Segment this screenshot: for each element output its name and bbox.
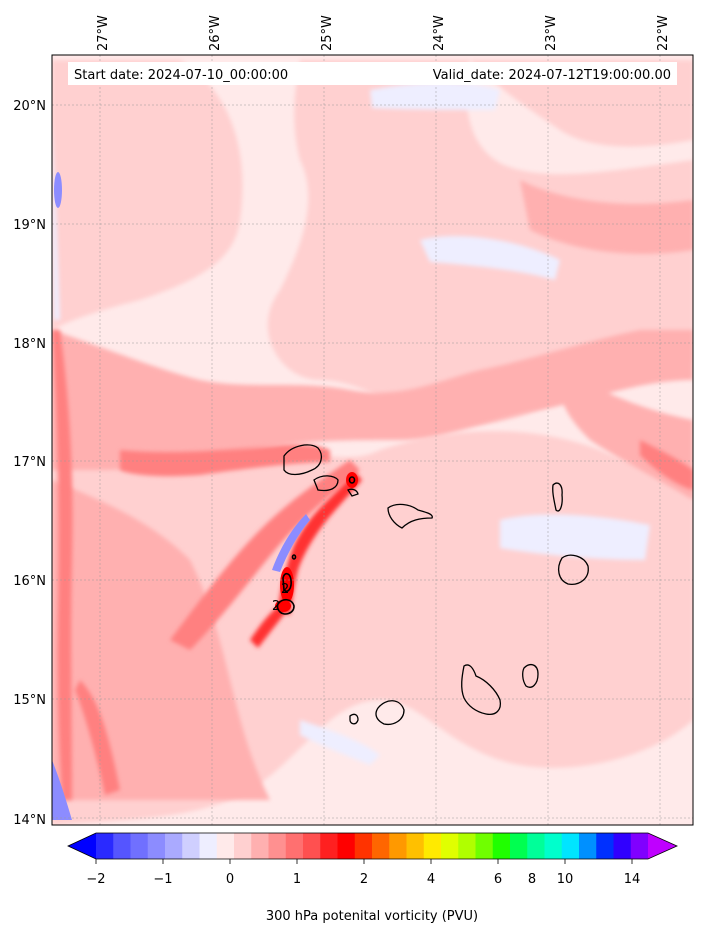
- colorbar-cell: [372, 833, 390, 859]
- lat-label: 19°N: [13, 218, 46, 233]
- pv-contour-2: [276, 476, 356, 615]
- lon-label: 24°W: [432, 15, 447, 51]
- colorbar-cell: [561, 833, 580, 859]
- island-santiago: [461, 664, 502, 716]
- colorbar-cell: [510, 833, 528, 859]
- colorbar-ticks: [95, 859, 633, 864]
- lon-label: 22°W: [656, 15, 671, 51]
- valid-date: Valid_date: 2024-07-12T19:00:00.00: [433, 68, 671, 83]
- graticule: [52, 55, 693, 825]
- colorbar-cell: [544, 833, 563, 859]
- contour-label: 2: [281, 582, 289, 597]
- cbar-tick-label: 14: [624, 872, 641, 887]
- colorbar-title: 300 hPa potenital vorticity (PVU): [266, 909, 478, 924]
- colorbar: −2 −1 0 1 2 4 6 8 10 14 300 hPa potenita…: [67, 832, 678, 924]
- pv-field-mid-red: [52, 330, 693, 800]
- lon-label: 27°W: [96, 15, 111, 51]
- longitude-labels: 27°W 26°W 25°W 24°W 23°W 22°W: [96, 15, 671, 51]
- start-date: Start date: 2024-07-10_00:00:00: [74, 68, 288, 83]
- colorbar-cell: [234, 833, 252, 859]
- colorbar-cell: [216, 833, 235, 859]
- island-maio: [522, 663, 539, 688]
- colorbar-cell: [303, 833, 321, 859]
- island-brava: [349, 713, 359, 725]
- colorbar-cell: [182, 833, 200, 859]
- island-santo-antao: [283, 444, 323, 476]
- coastlines: [283, 444, 589, 726]
- colorbar-cell: [113, 833, 131, 859]
- cbar-tick-label: 2: [360, 872, 368, 887]
- colorbar-cell: [199, 833, 218, 859]
- lat-label: 20°N: [13, 99, 46, 114]
- colorbar-cell: [458, 833, 476, 859]
- colorbar-cell: [423, 833, 442, 859]
- island-sao-vicente: [313, 475, 339, 492]
- colorbar-cell: [130, 833, 149, 859]
- lat-label: 18°N: [13, 337, 46, 352]
- lat-label: 14°N: [13, 813, 46, 828]
- cbar-tick-label: 8: [528, 872, 536, 887]
- cbar-tick-label: 6: [494, 872, 502, 887]
- cbar-tick-label: 1: [293, 872, 301, 887]
- header-box: [68, 62, 677, 85]
- lat-label: 16°N: [13, 574, 46, 589]
- contour-label-2: 2: [272, 599, 280, 614]
- colorbar-cell: [613, 833, 632, 859]
- colorbar-cell: [475, 833, 494, 859]
- colorbar-extend-min: [68, 833, 96, 859]
- cbar-tick-label: 4: [427, 872, 435, 887]
- colorbar-cell: [596, 833, 614, 859]
- lat-label: 17°N: [13, 455, 46, 470]
- colorbar-cell: [165, 833, 183, 859]
- colorbar-cell: [337, 833, 356, 859]
- cbar-tick-label: −1: [153, 872, 172, 887]
- cbar-tick-label: 0: [226, 872, 234, 887]
- colorbar-cell: [285, 833, 304, 859]
- colorbar-cell: [147, 833, 166, 859]
- lon-label: 26°W: [208, 15, 223, 51]
- colorbar-cell: [492, 833, 511, 859]
- colorbar-outline: [67, 832, 678, 860]
- colorbar-tick-labels: −2 −1 0 1 2 4 6 8 10 14: [86, 872, 640, 887]
- colorbar-cell: [389, 833, 407, 859]
- lon-label: 23°W: [544, 15, 559, 51]
- map-frame: [51, 54, 694, 826]
- colorbar-cell: [630, 833, 649, 859]
- colorbar-cell: [251, 833, 269, 859]
- lon-label: 25°W: [320, 15, 335, 51]
- colorbar-cells: [96, 833, 649, 859]
- colorbar-cell: [406, 833, 425, 859]
- pv-field-pale-blue: [52, 82, 650, 765]
- island-fogo: [375, 700, 405, 726]
- pv-field-blue: [52, 172, 310, 820]
- island-santa-luzia: [347, 488, 359, 497]
- lat-label: 15°N: [13, 693, 46, 708]
- island-sao-nicolau: [387, 503, 433, 529]
- colorbar-cell: [527, 833, 545, 859]
- colorbar-cell: [354, 833, 373, 859]
- latitude-labels: 20°N 19°N 18°N 17°N 16°N 15°N 14°N: [13, 99, 46, 828]
- colorbar-cell: [579, 833, 597, 859]
- colorbar-cell: [96, 833, 114, 859]
- cbar-tick-label: −2: [86, 872, 105, 887]
- cbar-tick-label: 10: [557, 872, 574, 887]
- island-boa-vista: [557, 554, 589, 585]
- colorbar-cell: [268, 833, 287, 859]
- colorbar-cell: [441, 833, 459, 859]
- colorbar-extend-max: [648, 833, 677, 859]
- map-panel: 2 2 Start date: 2024-07-10_00:00:00 Vali…: [52, 55, 693, 825]
- colorbar-cell: [320, 833, 338, 859]
- island-sal: [552, 482, 563, 512]
